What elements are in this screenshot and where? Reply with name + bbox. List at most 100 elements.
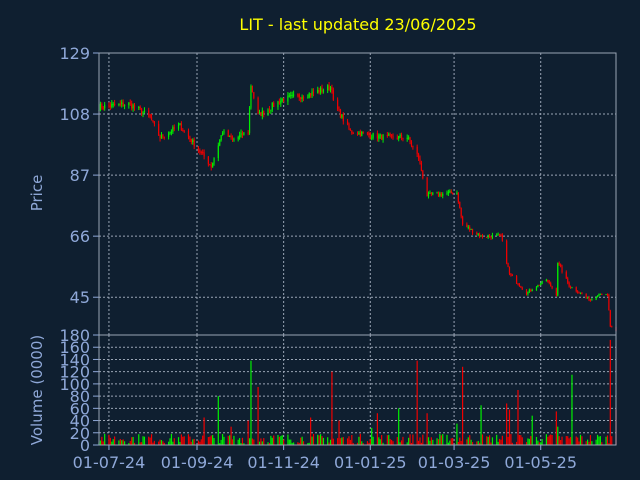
volume-bar [99,440,102,445]
candle-body [390,134,393,136]
volume-bar [114,436,116,445]
volume-bar [153,440,155,445]
candle-body [530,289,532,291]
candle-body [491,235,494,238]
candle-body [396,137,398,139]
volume-plot-frame [98,334,617,446]
volume-bar [237,439,239,445]
candle-body [381,134,383,140]
candle-body [301,97,303,99]
candle-body [581,292,583,295]
volume-bar [477,440,479,445]
volume-bar [399,442,401,445]
volume-bar [138,434,140,445]
volume-bar [500,439,502,445]
volume-bar [517,390,519,445]
volume-bar [547,436,549,445]
volume-bar [372,436,374,445]
volume-bar [348,436,350,445]
candle-body [479,234,481,237]
candle-body [470,228,472,230]
candle-body [150,117,153,121]
candle-body [548,281,550,284]
candle-body [398,135,400,139]
volume-bar [291,442,293,445]
volume-bar [298,442,300,445]
candle-body [352,133,354,135]
volume-bar [530,436,532,445]
volume-bar [221,434,224,445]
candle-body [477,234,479,236]
candle-body [152,120,154,122]
volume-bar [177,437,180,445]
volume-bar [223,436,225,445]
price-tick-label: 87 [70,166,90,185]
volume-bar [390,439,393,445]
candle-body [261,110,263,117]
candle-body [440,193,442,196]
volume-bar [277,434,279,445]
volume-bar [598,436,600,445]
candle-body [297,94,299,96]
volume-bar [585,441,587,445]
volume-bar [550,434,552,445]
volume-bar [142,436,144,445]
candle-body [167,133,170,137]
volume-grid [99,334,616,446]
volume-bar [301,436,303,445]
volume-bar [541,439,543,445]
candle-body [416,146,418,154]
candle-body [128,102,130,106]
volume-bar [396,437,398,445]
candle-body [143,110,146,113]
candle-body [386,135,388,137]
volume-bar [311,436,313,445]
volume-bar [288,439,290,445]
volume-bar [241,437,244,445]
candle-body [339,109,342,118]
volume-bar [420,442,423,445]
candle-body [507,262,509,267]
candle-body [560,264,562,267]
volume-bar [290,439,292,445]
candle-body [243,132,245,136]
candle-body [193,139,195,147]
volume-bar [192,439,194,445]
volume-bar [386,435,388,445]
volume-bar [586,439,589,445]
candle-body [210,164,212,168]
candle-body [182,130,184,132]
volume-bar [209,436,211,445]
volume-bar [528,438,530,445]
candle-body [311,91,313,96]
candle-body [258,112,261,114]
date-tick-label: 01-03-25 [418,453,491,472]
candle-body [567,278,569,283]
candle-body [545,279,548,282]
candle-body [408,137,410,139]
candle-body [426,178,428,197]
candle-body [139,107,141,109]
volume-bar [479,442,481,445]
price-tick-label: 108 [59,105,90,124]
volume-bar [187,434,190,445]
volume-bar [437,439,440,445]
candle-body [518,284,521,287]
volume-bar [300,437,302,445]
volume-bar [141,442,143,445]
volume-bar [599,436,601,445]
candle-body [400,135,403,138]
volume-bar [307,443,309,445]
volume-bar [239,438,241,445]
candle-body [525,289,528,295]
candle-body [555,288,557,296]
volume-bar [567,436,569,445]
volume-bar [611,436,613,445]
volume-bar [379,439,381,445]
candle-body [436,192,438,194]
candle-body [319,87,322,93]
volume-bar [605,436,607,445]
candle-body [586,296,589,298]
candle-body [153,121,155,124]
volume-bar [112,439,114,445]
